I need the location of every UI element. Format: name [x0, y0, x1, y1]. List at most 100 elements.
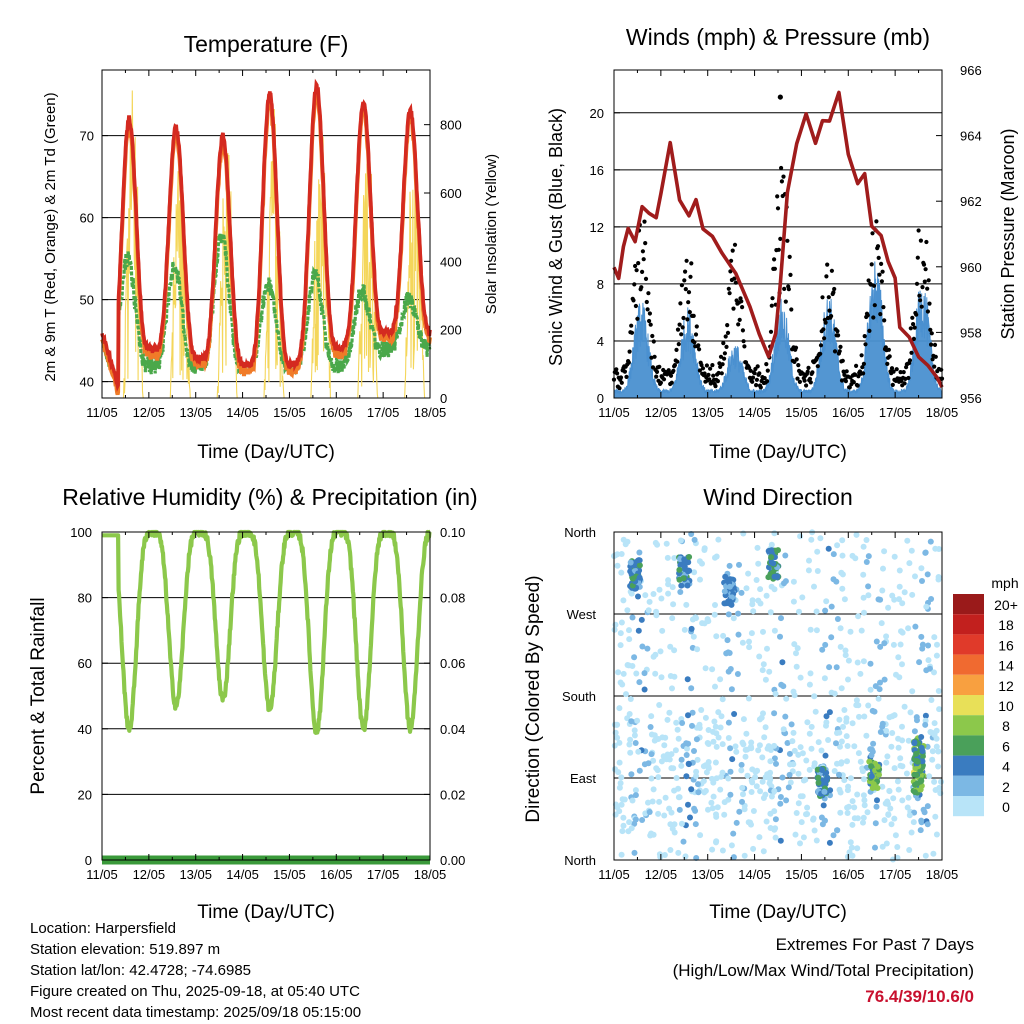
- speed-legend-label: 18: [998, 617, 1014, 633]
- direction-point: [719, 696, 726, 703]
- direction-point: [719, 847, 726, 854]
- direction-point: [747, 819, 754, 826]
- direction-point: [843, 733, 850, 740]
- direction-point: [669, 685, 675, 692]
- gust-point: [668, 373, 674, 378]
- direction-point: [738, 589, 745, 596]
- gust-point: [740, 328, 746, 333]
- direction-point: [727, 745, 734, 752]
- gust-point: [707, 377, 712, 382]
- direction-point: [740, 530, 747, 537]
- direction-point: [668, 809, 675, 816]
- gust-point: [730, 248, 735, 253]
- gust-point: [832, 286, 837, 292]
- direction-y-tick-label: South: [562, 689, 596, 704]
- direction-points: [611, 529, 944, 863]
- station-elevation: Station elevation: 519.897 m: [30, 941, 221, 958]
- direction-point: [626, 636, 633, 643]
- direction-point: [875, 596, 882, 603]
- direction-point: [931, 669, 937, 676]
- direction-point: [905, 737, 912, 744]
- direction-point: [837, 625, 844, 632]
- gust-point: [720, 362, 725, 367]
- direction-point: [627, 696, 634, 702]
- speed-legend-swatch: [953, 796, 984, 817]
- direction-point: [692, 614, 699, 621]
- gust-point: [702, 371, 707, 376]
- gust-point: [870, 231, 875, 236]
- gust-point: [727, 291, 732, 296]
- speed-legend-label: 10: [998, 698, 1014, 714]
- direction-point: [626, 741, 633, 748]
- direction-point: [771, 586, 778, 593]
- direction-point: [728, 842, 735, 849]
- gust-point: [842, 372, 847, 377]
- direction-point: [770, 560, 777, 567]
- gust-point: [909, 350, 914, 355]
- direction-point: [912, 789, 918, 796]
- direction-point: [693, 768, 700, 775]
- direction-point: [635, 748, 642, 755]
- gust-point: [723, 334, 728, 339]
- direction-point: [922, 549, 929, 556]
- solar-y-tick-label: 0: [440, 391, 447, 406]
- gust-point: [678, 301, 683, 306]
- direction-point: [813, 608, 820, 615]
- direction-point: [852, 555, 859, 562]
- direction-point: [641, 670, 648, 677]
- direction-point: [626, 627, 632, 634]
- direction-point: [759, 778, 766, 785]
- direction-point: [616, 808, 623, 815]
- direction-point: [803, 757, 810, 764]
- gust-point: [764, 362, 769, 367]
- direction-point: [671, 787, 678, 794]
- direction-point: [865, 592, 872, 599]
- gust-point: [722, 351, 728, 356]
- direction-point: [859, 768, 866, 775]
- direction-point: [664, 716, 671, 723]
- gust-point: [700, 366, 706, 371]
- direction-point: [857, 758, 864, 765]
- direction-point: [681, 556, 688, 563]
- direction-point: [865, 553, 872, 560]
- gust-point: [681, 315, 686, 321]
- direction-point: [929, 756, 936, 763]
- direction-point: [821, 788, 828, 795]
- direction-point: [745, 570, 752, 577]
- direction-point: [748, 739, 755, 746]
- direction-point: [901, 589, 908, 596]
- direction-point: [867, 686, 874, 693]
- direction-y-tick-label: West: [567, 607, 597, 622]
- gust-point: [785, 238, 790, 243]
- gust-point: [725, 323, 730, 328]
- direction-point: [719, 741, 726, 748]
- direction-point: [697, 832, 704, 839]
- direction-point: [935, 576, 942, 583]
- direction-point: [738, 761, 745, 768]
- direction-point: [756, 742, 763, 749]
- winds-x-tick-label: 14/05: [738, 405, 771, 420]
- direction-point: [749, 601, 756, 608]
- direction-point: [618, 569, 625, 576]
- gust-point: [831, 290, 836, 295]
- direction-point: [923, 603, 930, 610]
- direction-point: [721, 588, 728, 595]
- direction-point: [826, 709, 833, 716]
- direction-point: [691, 569, 698, 576]
- humidity-y-label: Percent & Total Rainfall: [28, 597, 49, 794]
- direction-point: [928, 697, 935, 703]
- direction-point: [854, 659, 861, 666]
- direction-x-tick-label: 18/05: [926, 867, 959, 882]
- precip-y-tick-label: 0.02: [440, 787, 465, 802]
- direction-point: [683, 773, 690, 780]
- gust-point: [835, 329, 840, 334]
- direction-point: [778, 615, 784, 622]
- humidity-x-tick-label: 17/05: [367, 867, 400, 882]
- direction-point: [738, 767, 745, 774]
- direction-point: [817, 535, 824, 542]
- direction-point: [771, 573, 778, 580]
- gust-point: [860, 365, 865, 370]
- gust-point: [769, 303, 774, 308]
- direction-point: [842, 647, 849, 654]
- direction-point: [821, 675, 828, 682]
